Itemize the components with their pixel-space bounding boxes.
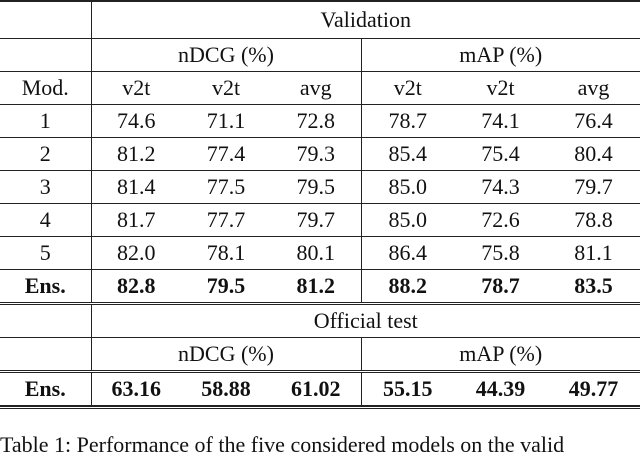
empty-cell [0, 302, 91, 338]
table-cell: 79.7 [271, 203, 361, 237]
table-cell: 74.6 [90, 104, 181, 138]
table-cell: 76.4 [547, 104, 640, 138]
table-cell: 72.8 [271, 104, 361, 138]
table-cell: 74.3 [454, 170, 547, 204]
table-cell: 78.8 [547, 203, 640, 237]
row-label: Ens. [0, 370, 91, 407]
table-cell: 82.0 [90, 236, 181, 270]
map-header: mAP (%) [360, 38, 640, 72]
table-caption: Table 1: Performance of the five conside… [0, 432, 565, 457]
table-cell: 85.0 [360, 170, 454, 204]
subcol-header: avg [271, 71, 361, 105]
table-cell: 85.0 [360, 203, 454, 237]
table-cell: 79.3 [271, 137, 361, 171]
row-label: Ens. [0, 269, 91, 304]
table-cell: 83.5 [547, 269, 640, 304]
table-cell: 78.7 [454, 269, 547, 304]
table-cell: 86.4 [360, 236, 454, 270]
header-row-official-metrics: nDCG (%) mAP (%) [0, 337, 640, 372]
table-row: 3 81.4 77.5 79.5 85.0 74.3 79.7 [0, 170, 640, 204]
table-cell: 78.7 [360, 104, 454, 138]
table-cell: 63.16 [90, 370, 181, 407]
table-row: 1 74.6 71.1 72.8 78.7 74.1 76.4 [0, 104, 640, 138]
table-cell: 81.2 [90, 137, 181, 171]
row-label: 3 [0, 170, 91, 204]
mod-header: Mod. [0, 71, 91, 105]
table-cell: 74.1 [454, 104, 547, 138]
subcol-header: v2t [181, 71, 271, 105]
table-cell: 82.8 [90, 269, 181, 304]
table-cell: 61.02 [271, 370, 361, 407]
validation-header: Validation [90, 0, 640, 39]
row-label: 2 [0, 137, 91, 171]
table-cell: 81.7 [90, 203, 181, 237]
subcol-header: v2t [360, 71, 454, 105]
row-label: 4 [0, 203, 91, 237]
table-row: 2 81.2 77.4 79.3 85.4 75.4 80.4 [0, 137, 640, 171]
subcol-header: v2t [90, 71, 181, 105]
table-cell: 72.6 [454, 203, 547, 237]
empty-cell [0, 337, 91, 372]
row-label: 5 [0, 236, 91, 270]
subcol-header: avg [547, 71, 640, 105]
table-cell: 77.7 [181, 203, 271, 237]
table-cell: 55.15 [360, 370, 454, 407]
official-test-header: Official test [90, 302, 640, 338]
table-cell: 81.1 [547, 236, 640, 270]
table-cell: 80.1 [271, 236, 361, 270]
table-row: 4 81.7 77.7 79.7 85.0 72.6 78.8 [0, 203, 640, 237]
subcol-header: v2t [454, 71, 547, 105]
table-cell: 77.5 [181, 170, 271, 204]
header-row-validation: Validation [0, 0, 640, 39]
map-header: mAP (%) [360, 337, 640, 372]
corner-cell [0, 0, 91, 39]
table-cell: 71.1 [181, 104, 271, 138]
table-cell: 78.1 [181, 236, 271, 270]
ndcg-header: nDCG (%) [90, 38, 361, 72]
table-row: 5 82.0 78.1 80.1 86.4 75.8 81.1 [0, 236, 640, 270]
table-cell: 85.4 [360, 137, 454, 171]
table-cell: 81.2 [271, 269, 361, 304]
ndcg-header: nDCG (%) [90, 337, 361, 372]
row-label: 1 [0, 104, 91, 138]
table-cell: 75.4 [454, 137, 547, 171]
ensemble-row-official: Ens. 63.16 58.88 61.02 55.15 44.39 49.77 [0, 370, 640, 407]
ensemble-row-validation: Ens. 82.8 79.5 81.2 88.2 78.7 83.5 [0, 269, 640, 304]
table-cell: 80.4 [547, 137, 640, 171]
header-row-official: Official test [0, 302, 640, 338]
header-row-metrics: nDCG (%) mAP (%) [0, 38, 640, 72]
table-cell: 81.4 [90, 170, 181, 204]
empty-cell [0, 38, 91, 72]
table-cell: 79.7 [547, 170, 640, 204]
results-table: Validation nDCG (%) mAP (%) Mod. v2t v2t… [0, 0, 640, 407]
bottom-rule [0, 408, 640, 409]
table-cell: 79.5 [271, 170, 361, 204]
table-cell: 58.88 [181, 370, 271, 407]
table-cell: 79.5 [181, 269, 271, 304]
table-cell: 49.77 [547, 370, 640, 407]
table-cell: 44.39 [454, 370, 547, 407]
table-cell: 88.2 [360, 269, 454, 304]
table-cell: 75.8 [454, 236, 547, 270]
table-cell: 77.4 [181, 137, 271, 171]
header-row-subcols: Mod. v2t v2t avg v2t v2t avg [0, 71, 640, 105]
